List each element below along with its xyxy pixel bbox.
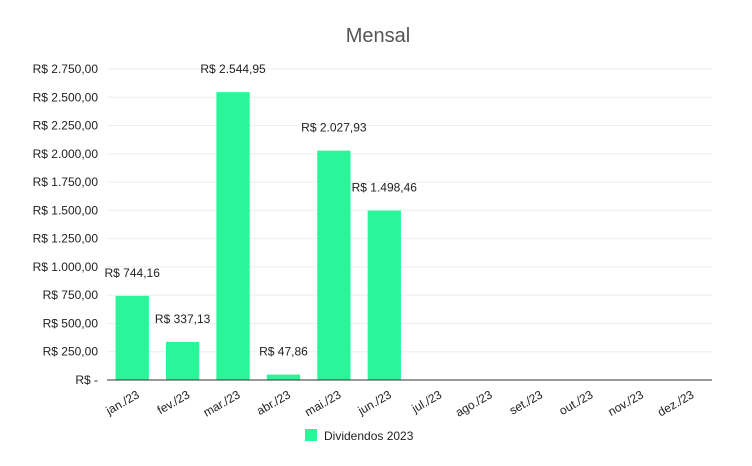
data-label: R$ 2.544,95	[200, 62, 266, 76]
y-tick-label: R$ 2.750,00	[33, 62, 99, 76]
x-tick-label: jun./23	[355, 387, 394, 418]
data-label: R$ 337,13	[155, 312, 211, 326]
y-tick-label: R$ 500,00	[43, 316, 99, 330]
data-label: R$ 2.027,93	[301, 121, 367, 135]
y-tick-label: R$ 250,00	[43, 345, 99, 359]
bar	[317, 150, 351, 380]
data-label: R$ 1.498,46	[352, 181, 418, 195]
data-labels: R$ 744,16 R$ 337,13 R$ 2.544,95 R$ 47,86 R$ …	[105, 62, 418, 358]
y-tick-label: R$ -	[75, 373, 98, 387]
y-tick-label: R$ 750,00	[43, 288, 99, 302]
bar	[216, 92, 250, 380]
y-tick-label: R$ 2.500,00	[33, 90, 99, 104]
y-tick-label: R$ 2.000,00	[33, 147, 99, 161]
x-tick-label: ago./23	[453, 387, 495, 419]
x-tick-label: fev./23	[155, 387, 193, 417]
x-tick-label: dez./23	[655, 387, 696, 419]
bar	[165, 341, 200, 380]
y-axis-ticks: R$ - R$ 250,00 R$ 500,00 R$ 750,00 R$ 1.000,…	[33, 62, 99, 387]
x-tick-label: set./23	[507, 387, 545, 417]
y-tick-label: R$ 2.250,00	[33, 119, 99, 133]
x-tick-label: abr./23	[254, 387, 293, 418]
legend[interactable]: Dividendos 2023	[305, 429, 414, 443]
x-tick-label: jul./23	[409, 387, 445, 416]
bars	[115, 92, 401, 380]
legend-label: Dividendos 2023	[324, 429, 414, 443]
y-tick-label: R$ 1.500,00	[33, 203, 99, 217]
y-tick-label: R$ 1.250,00	[33, 232, 99, 246]
x-tick-label: nov./23	[606, 387, 647, 419]
x-tick-label: mai./23	[302, 387, 343, 419]
data-label: R$ 47,86	[259, 345, 308, 359]
legend-swatch	[305, 429, 317, 441]
x-tick-label: jan./23	[103, 387, 142, 418]
y-tick-label: R$ 1.000,00	[33, 260, 99, 274]
bar	[266, 374, 301, 380]
data-label: R$ 744,16	[105, 266, 161, 280]
x-axis-ticks: jan./23 fev./23 mar./23 abr./23 mai./23 jun./…	[103, 387, 697, 419]
chart-title: Mensal	[346, 25, 410, 47]
x-tick-label: mar./23	[201, 387, 243, 419]
x-tick-label: out./23	[557, 387, 596, 418]
bar	[367, 210, 401, 380]
y-tick-label: R$ 1.750,00	[33, 175, 99, 189]
gridlines	[107, 68, 712, 353]
bar	[115, 295, 149, 380]
